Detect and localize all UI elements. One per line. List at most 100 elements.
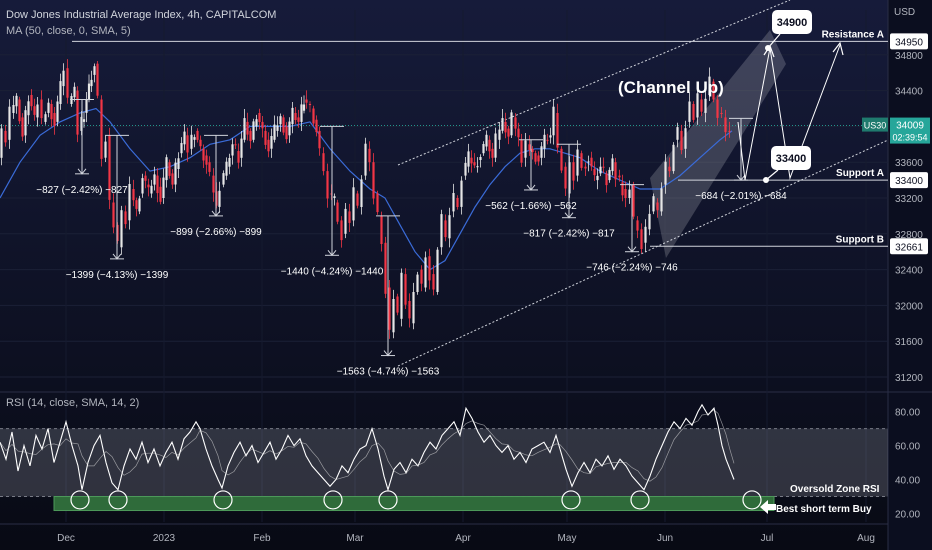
candle-body: [147, 184, 150, 188]
support-resistance-levels: Resistance A Support A Support B: [0, 29, 888, 247]
candle-body: [456, 198, 459, 207]
candle-body: [234, 144, 237, 146]
projection-arrows: 34900 33400: [737, 10, 844, 183]
candle-body: [205, 155, 208, 165]
candle-body: [560, 148, 563, 171]
candle-body: [8, 106, 11, 140]
candle-body: [24, 110, 27, 136]
candle-body: [218, 190, 221, 207]
candle-body: [614, 162, 617, 180]
callout-pointer: [767, 33, 781, 49]
channel-up-label: (Channel Up): [618, 78, 724, 97]
candle-body: [546, 139, 549, 141]
candle-body: [246, 121, 249, 135]
time-axis-label: Jul: [761, 533, 774, 544]
channel-up-drawing: [397, 0, 889, 367]
candle-body: [482, 144, 485, 154]
candle-body: [156, 175, 159, 194]
time-axis-label: May: [558, 533, 577, 544]
price-tick-label: 31200: [895, 373, 923, 384]
candle-body: [225, 161, 228, 176]
chart-title: Dow Jones Industrial Average Index, 4h, …: [6, 9, 276, 21]
candle-body: [196, 130, 199, 140]
buy-arrow-icon: [760, 500, 776, 514]
candle-body: [368, 148, 371, 163]
candle-body: [138, 198, 141, 212]
candle-body: [380, 215, 383, 244]
candle-body: [510, 112, 513, 136]
countdown-text: 02:39:54: [892, 133, 927, 143]
last-price-tag: [890, 117, 930, 144]
candle-body: [36, 104, 39, 118]
candle-body: [624, 189, 627, 198]
measure-label: −562 (−1.66%) −562: [485, 201, 577, 212]
candle-body: [549, 135, 552, 138]
candle-body: [540, 146, 543, 158]
measure-label: −1563 (−4.74%) −1563: [337, 367, 440, 378]
level-price-tag: [890, 172, 928, 189]
candle-body: [285, 126, 288, 140]
candle-body: [104, 141, 107, 158]
rsi-oversold-circle: [70, 490, 90, 510]
measure-arrowhead: [526, 184, 536, 191]
candle-body: [267, 139, 270, 152]
candle-body: [700, 99, 703, 112]
candle-body: [621, 182, 624, 196]
measure-label: −684 (−2.01%) −684: [695, 191, 787, 202]
candle-body: [279, 116, 282, 125]
candle-body: [53, 113, 56, 126]
candle-body: [470, 157, 473, 164]
candle-body: [153, 174, 156, 185]
candle-body: [228, 158, 231, 167]
candle-body: [534, 153, 537, 162]
candle-body: [498, 129, 501, 140]
ma-legend: MA (50, close, 0, SMA, 5): [6, 25, 131, 37]
price-tick-label: 33200: [895, 194, 923, 205]
candle-body: [249, 130, 252, 142]
candlesticks: [0, 59, 731, 339]
candle-body: [524, 140, 527, 158]
candle-body: [21, 117, 24, 137]
price-tick-label: 34800: [895, 51, 923, 62]
level-price-tag: [890, 238, 928, 255]
candle-body: [326, 171, 329, 199]
candle-body: [294, 113, 297, 120]
rsi-tick-label: 60.00: [895, 442, 920, 453]
level-price-text: 32661: [895, 242, 923, 253]
candle-body: [644, 226, 647, 243]
candle-body: [364, 143, 367, 176]
candle-body: [400, 272, 403, 319]
candle-body: [340, 220, 343, 241]
price-tick-label: 34400: [895, 87, 923, 98]
candle-body: [396, 296, 399, 313]
candle-body: [82, 119, 86, 122]
candle-body: [543, 134, 546, 149]
candle-body: [716, 99, 719, 118]
candle-body: [112, 202, 115, 228]
candle-body: [322, 153, 325, 172]
channel-projection-shade: [650, 30, 786, 258]
rsi-pane: [0, 403, 888, 514]
candle-body: [212, 175, 215, 193]
candle-body: [186, 135, 189, 153]
candle-body: [100, 99, 103, 159]
candle-body: [144, 175, 147, 181]
candle-body: [252, 121, 255, 140]
candle-body: [436, 249, 439, 292]
candle-body: [336, 202, 339, 222]
candle-body: [537, 155, 540, 162]
candle-body: [66, 68, 69, 98]
candle-body: [476, 166, 479, 168]
candle-body: [315, 119, 318, 133]
candle-body: [632, 184, 635, 217]
candle-body: [556, 113, 559, 148]
callout-text: 34900: [777, 17, 808, 29]
best-buy-label: Best short term Buy: [776, 504, 872, 515]
candle-body: [520, 139, 523, 163]
candle-body: [708, 76, 711, 95]
candle-body: [264, 130, 267, 145]
candle-body: [297, 117, 300, 122]
candle-body: [608, 169, 611, 181]
time-axis: Dec 2023 Feb Mar Apr May Jun Jul Aug: [57, 533, 875, 544]
candle-body: [372, 162, 375, 199]
